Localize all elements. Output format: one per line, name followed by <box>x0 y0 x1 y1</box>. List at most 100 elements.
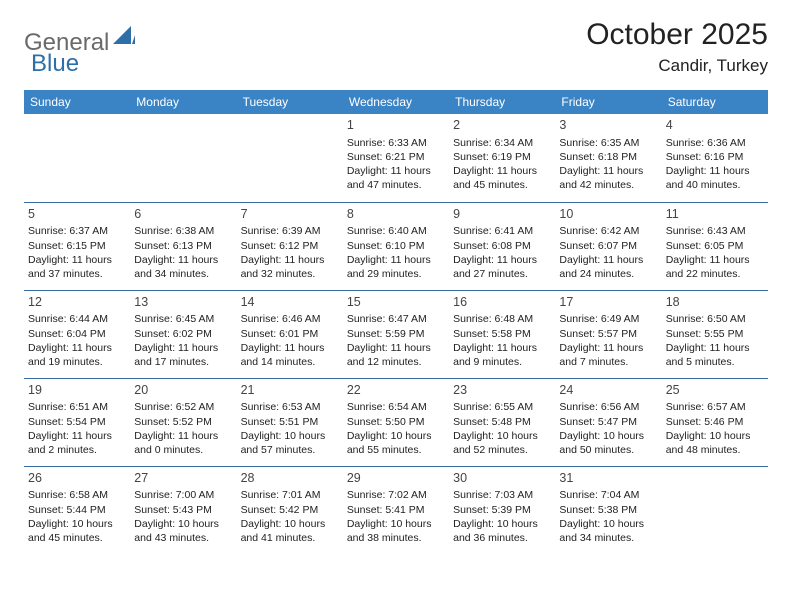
day-header: Sunday <box>24 90 130 114</box>
sunrise-line: Sunrise: 7:01 AM <box>241 488 339 502</box>
sunrise-line: Sunrise: 6:43 AM <box>666 224 764 238</box>
sunrise-line: Sunrise: 6:45 AM <box>134 312 232 326</box>
daylight-line: Daylight: 11 hours and 17 minutes. <box>134 341 232 369</box>
daylight-line: Daylight: 10 hours and 38 minutes. <box>347 517 445 545</box>
daylight-line: Daylight: 11 hours and 24 minutes. <box>559 253 657 281</box>
daylight-line: Daylight: 11 hours and 9 minutes. <box>453 341 551 369</box>
day-number: 1 <box>347 117 445 134</box>
daylight-line: Daylight: 11 hours and 40 minutes. <box>666 164 764 192</box>
calendar-day-cell: 28Sunrise: 7:01 AMSunset: 5:42 PMDayligh… <box>237 466 343 554</box>
daylight-line: Daylight: 10 hours and 43 minutes. <box>134 517 232 545</box>
daylight-line: Daylight: 11 hours and 0 minutes. <box>134 429 232 457</box>
calendar-day-cell: 6Sunrise: 6:38 AMSunset: 6:13 PMDaylight… <box>130 202 236 290</box>
sunrise-line: Sunrise: 6:57 AM <box>666 400 764 414</box>
sunset-line: Sunset: 5:38 PM <box>559 503 657 517</box>
calendar-day-cell: 21Sunrise: 6:53 AMSunset: 5:51 PMDayligh… <box>237 378 343 466</box>
calendar-week-row: 26Sunrise: 6:58 AMSunset: 5:44 PMDayligh… <box>24 466 768 554</box>
sunset-line: Sunset: 5:43 PM <box>134 503 232 517</box>
sunrise-line: Sunrise: 6:36 AM <box>666 136 764 150</box>
day-number: 15 <box>347 294 445 311</box>
sunrise-line: Sunrise: 6:47 AM <box>347 312 445 326</box>
sunset-line: Sunset: 6:13 PM <box>134 239 232 253</box>
sunrise-line: Sunrise: 6:37 AM <box>28 224 126 238</box>
calendar-day-cell: 27Sunrise: 7:00 AMSunset: 5:43 PMDayligh… <box>130 466 236 554</box>
calendar-day-cell: 10Sunrise: 6:42 AMSunset: 6:07 PMDayligh… <box>555 202 661 290</box>
sunset-line: Sunset: 5:50 PM <box>347 415 445 429</box>
sunrise-line: Sunrise: 7:02 AM <box>347 488 445 502</box>
daylight-line: Daylight: 10 hours and 36 minutes. <box>453 517 551 545</box>
day-number: 16 <box>453 294 551 311</box>
sunrise-line: Sunrise: 6:56 AM <box>559 400 657 414</box>
sunset-line: Sunset: 6:15 PM <box>28 239 126 253</box>
calendar-day-cell: 8Sunrise: 6:40 AMSunset: 6:10 PMDaylight… <box>343 202 449 290</box>
calendar-day-cell: 7Sunrise: 6:39 AMSunset: 6:12 PMDaylight… <box>237 202 343 290</box>
sunrise-line: Sunrise: 6:42 AM <box>559 224 657 238</box>
calendar-day-cell: 23Sunrise: 6:55 AMSunset: 5:48 PMDayligh… <box>449 378 555 466</box>
calendar-day-cell: 26Sunrise: 6:58 AMSunset: 5:44 PMDayligh… <box>24 466 130 554</box>
day-number: 27 <box>134 470 232 487</box>
daylight-line: Daylight: 10 hours and 50 minutes. <box>559 429 657 457</box>
calendar-day-cell: 4Sunrise: 6:36 AMSunset: 6:16 PMDaylight… <box>662 114 768 202</box>
day-header-row: SundayMondayTuesdayWednesdayThursdayFrid… <box>24 90 768 114</box>
calendar-day-cell: 15Sunrise: 6:47 AMSunset: 5:59 PMDayligh… <box>343 290 449 378</box>
calendar-table: SundayMondayTuesdayWednesdayThursdayFrid… <box>24 90 768 554</box>
sunrise-line: Sunrise: 6:44 AM <box>28 312 126 326</box>
sunrise-line: Sunrise: 6:33 AM <box>347 136 445 150</box>
day-number: 13 <box>134 294 232 311</box>
calendar-page: General October 2025 Candir, Turkey Blue… <box>0 0 792 572</box>
day-header: Thursday <box>449 90 555 114</box>
sunset-line: Sunset: 6:08 PM <box>453 239 551 253</box>
sunrise-line: Sunrise: 6:49 AM <box>559 312 657 326</box>
sunset-line: Sunset: 5:44 PM <box>28 503 126 517</box>
sunset-line: Sunset: 6:01 PM <box>241 327 339 341</box>
page-header: General October 2025 Candir, Turkey <box>24 18 768 76</box>
calendar-body: 1Sunrise: 6:33 AMSunset: 6:21 PMDaylight… <box>24 114 768 554</box>
calendar-head: SundayMondayTuesdayWednesdayThursdayFrid… <box>24 90 768 114</box>
sunrise-line: Sunrise: 6:39 AM <box>241 224 339 238</box>
sunrise-line: Sunrise: 6:34 AM <box>453 136 551 150</box>
sunset-line: Sunset: 5:54 PM <box>28 415 126 429</box>
sunrise-line: Sunrise: 6:54 AM <box>347 400 445 414</box>
calendar-day-cell: 13Sunrise: 6:45 AMSunset: 6:02 PMDayligh… <box>130 290 236 378</box>
day-number: 7 <box>241 206 339 223</box>
daylight-line: Daylight: 10 hours and 45 minutes. <box>28 517 126 545</box>
daylight-line: Daylight: 11 hours and 12 minutes. <box>347 341 445 369</box>
sunrise-line: Sunrise: 6:38 AM <box>134 224 232 238</box>
logo-text-blue: Blue <box>31 50 79 77</box>
calendar-day-cell: 19Sunrise: 6:51 AMSunset: 5:54 PMDayligh… <box>24 378 130 466</box>
month-title: October 2025 <box>586 18 768 52</box>
daylight-line: Daylight: 11 hours and 37 minutes. <box>28 253 126 281</box>
calendar-day-cell: 25Sunrise: 6:57 AMSunset: 5:46 PMDayligh… <box>662 378 768 466</box>
day-number: 5 <box>28 206 126 223</box>
daylight-line: Daylight: 11 hours and 7 minutes. <box>559 341 657 369</box>
day-number: 30 <box>453 470 551 487</box>
daylight-line: Daylight: 10 hours and 57 minutes. <box>241 429 339 457</box>
sunrise-line: Sunrise: 6:55 AM <box>453 400 551 414</box>
sunrise-line: Sunrise: 6:35 AM <box>559 136 657 150</box>
sunset-line: Sunset: 5:39 PM <box>453 503 551 517</box>
sunset-line: Sunset: 5:41 PM <box>347 503 445 517</box>
daylight-line: Daylight: 11 hours and 34 minutes. <box>134 253 232 281</box>
daylight-line: Daylight: 11 hours and 42 minutes. <box>559 164 657 192</box>
sunset-line: Sunset: 6:07 PM <box>559 239 657 253</box>
calendar-day-cell: 31Sunrise: 7:04 AMSunset: 5:38 PMDayligh… <box>555 466 661 554</box>
calendar-week-row: 12Sunrise: 6:44 AMSunset: 6:04 PMDayligh… <box>24 290 768 378</box>
daylight-line: Daylight: 11 hours and 27 minutes. <box>453 253 551 281</box>
daylight-line: Daylight: 11 hours and 45 minutes. <box>453 164 551 192</box>
sunset-line: Sunset: 5:57 PM <box>559 327 657 341</box>
calendar-day-cell: 11Sunrise: 6:43 AMSunset: 6:05 PMDayligh… <box>662 202 768 290</box>
sunset-line: Sunset: 6:18 PM <box>559 150 657 164</box>
day-header: Wednesday <box>343 90 449 114</box>
day-header: Tuesday <box>237 90 343 114</box>
calendar-day-cell: 17Sunrise: 6:49 AMSunset: 5:57 PMDayligh… <box>555 290 661 378</box>
sunrise-line: Sunrise: 6:53 AM <box>241 400 339 414</box>
daylight-line: Daylight: 10 hours and 55 minutes. <box>347 429 445 457</box>
day-number: 23 <box>453 382 551 399</box>
daylight-line: Daylight: 11 hours and 47 minutes. <box>347 164 445 192</box>
sunrise-line: Sunrise: 7:04 AM <box>559 488 657 502</box>
sunset-line: Sunset: 6:02 PM <box>134 327 232 341</box>
daylight-line: Daylight: 11 hours and 5 minutes. <box>666 341 764 369</box>
day-number: 11 <box>666 206 764 223</box>
sunrise-line: Sunrise: 6:48 AM <box>453 312 551 326</box>
daylight-line: Daylight: 11 hours and 19 minutes. <box>28 341 126 369</box>
